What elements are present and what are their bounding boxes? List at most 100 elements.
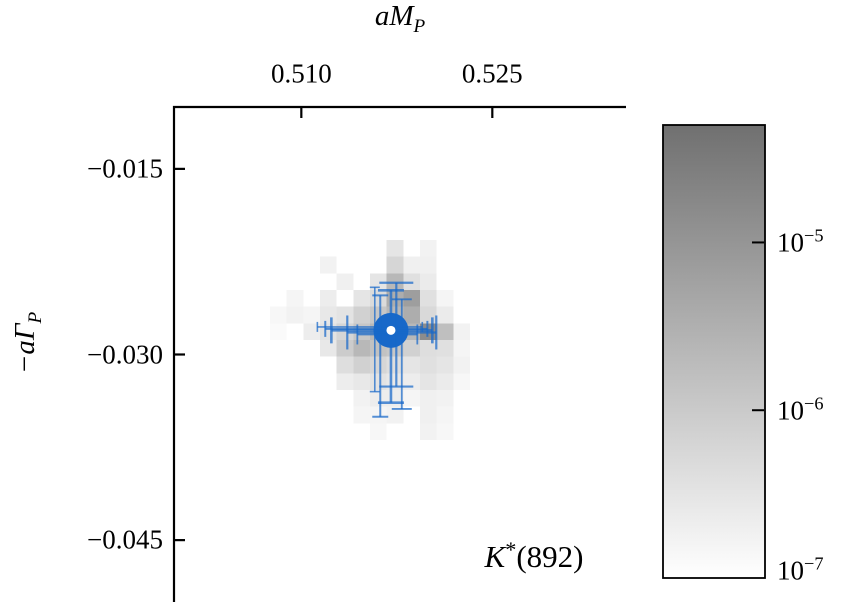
resonance-annotation-superscript: *	[505, 536, 517, 562]
heatmap-cell	[420, 356, 437, 374]
resonance-annotation: K*(892)	[485, 537, 584, 575]
center-marker-dot	[386, 325, 396, 335]
error-bar-set	[356, 298, 419, 410]
heatmap-cell	[270, 323, 287, 340]
colorbar-layer	[662, 124, 766, 579]
axis-spines	[172, 105, 626, 602]
heatmap-cell	[353, 390, 371, 407]
x-axis-label-main: aM	[374, 0, 414, 33]
heatmap-cell	[420, 390, 437, 407]
heatmap-cell	[436, 306, 454, 324]
heatmap-cell	[420, 256, 437, 274]
heatmap-cell	[303, 323, 321, 341]
heatmap-cell	[403, 256, 421, 274]
heatmap-cell	[436, 390, 454, 407]
heatmap-cell	[320, 290, 337, 307]
error-bar-set	[330, 288, 434, 404]
heatmap-cell	[420, 273, 437, 291]
heatmap-cell	[353, 290, 371, 307]
heatmap-cell	[436, 373, 454, 391]
heatmap-cell	[403, 306, 421, 324]
colorbar-tick-label: 10−7	[777, 553, 824, 586]
heatmap-cell	[436, 290, 454, 307]
heatmap-cell	[370, 406, 387, 424]
heatmap-cell	[403, 356, 421, 374]
heatmap-cell	[420, 340, 437, 357]
heatmap-cell	[420, 423, 437, 441]
y-axis-label-subscript: P	[24, 311, 46, 324]
heatmap-cell	[453, 356, 471, 374]
x-tick-label: 0.510	[270, 58, 332, 89]
heatmap-cell	[370, 290, 387, 307]
x-tick-label: 0.525	[461, 58, 523, 89]
heatmap-cell	[436, 406, 454, 424]
error-bar-set	[316, 286, 424, 393]
heatmap-cell	[420, 306, 437, 324]
colorbar-tick-exponent: −6	[804, 393, 824, 414]
heatmap-cell	[370, 390, 387, 407]
heatmap-cell	[420, 406, 437, 424]
resonance-annotation-symbol: K	[484, 539, 506, 575]
error-bar-set	[324, 294, 429, 418]
heatmap-cell	[420, 290, 437, 307]
heatmap-cell	[386, 240, 404, 257]
heatmap-cell	[353, 406, 371, 424]
heatmap-cell	[420, 240, 437, 257]
heatmap-cell	[453, 340, 471, 357]
heatmap-cell	[370, 356, 387, 374]
heatmap-cell	[436, 356, 454, 374]
heatmap-cell	[436, 323, 454, 341]
heatmap-cell	[336, 273, 354, 291]
error-bar-set	[346, 281, 438, 388]
resonance-annotation-mass: (892)	[516, 539, 584, 575]
heatmap-cell	[336, 373, 354, 391]
heatmap-cell	[386, 256, 404, 274]
heatmap-cell	[353, 373, 371, 391]
y-axis-label: −aΓP	[9, 312, 47, 374]
colorbar-tick-exponent: −5	[804, 225, 824, 246]
heatmap-cell	[437, 423, 454, 440]
heatmap-cell	[286, 306, 304, 324]
heatmap-cell	[303, 306, 321, 324]
colorbar-gradient	[662, 124, 766, 579]
colorbar-tick-label: 10−6	[777, 393, 824, 426]
x-axis-label-subscript: P	[413, 15, 426, 37]
heatmap-cell	[453, 323, 471, 341]
heatmap-cell	[353, 356, 371, 374]
heatmap-cell	[436, 340, 454, 357]
heatmap-cell	[336, 306, 354, 324]
heatmap-cell	[370, 273, 387, 291]
heatmap-cell	[320, 256, 337, 274]
heatmap-cell	[270, 307, 287, 324]
heatmap-cell	[320, 340, 337, 357]
y-tick-label: −0.045	[87, 524, 163, 555]
y-tick-label: −0.030	[87, 339, 163, 369]
heatmap-cell	[336, 356, 354, 374]
heatmap-layer	[270, 240, 471, 441]
heatmap-cell	[403, 340, 421, 357]
heatmap-cell	[353, 306, 371, 324]
colorbar-tick-label: 10−5	[777, 225, 824, 258]
axes-layer	[172, 105, 626, 602]
heatmap-cell	[386, 390, 404, 407]
heatmap-cell	[286, 290, 304, 307]
heatmap-cell	[353, 340, 371, 357]
heatmap-cell	[320, 306, 337, 324]
heatmap-cell	[453, 373, 470, 390]
y-tick-label: −0.015	[87, 153, 163, 184]
y-axis-label-main: −aΓ	[9, 323, 42, 375]
heatmap-cell	[336, 340, 354, 357]
colorbar-tick-exponent: −7	[804, 553, 824, 574]
heatmap-cell	[386, 356, 404, 374]
series-layer	[316, 281, 438, 418]
x-axis-label: aMP	[375, 0, 425, 38]
heatmap-cell	[403, 290, 421, 307]
heatmap-cell	[386, 290, 404, 307]
heatmap-cell	[420, 373, 437, 391]
heatmap-cell	[403, 390, 421, 407]
heatmap-cell	[386, 406, 404, 424]
heatmap-cell	[320, 323, 337, 341]
heatmap-cell	[370, 423, 387, 440]
